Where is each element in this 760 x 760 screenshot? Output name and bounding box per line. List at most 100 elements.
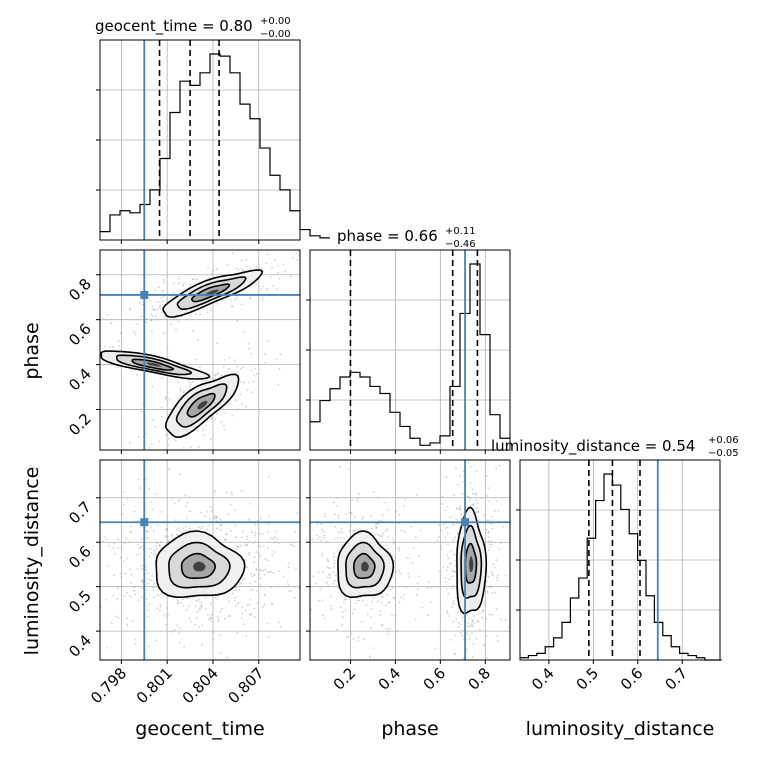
sample-point (161, 377, 163, 379)
sample-point (179, 388, 182, 390)
truth-point (140, 518, 149, 527)
sample-point (436, 539, 439, 542)
sample-point (385, 604, 387, 606)
sample-point (450, 452, 452, 454)
sample-point (277, 621, 280, 624)
sample-point (500, 618, 502, 621)
sample-point (316, 538, 319, 541)
sample-point (496, 640, 499, 643)
sample-point (150, 443, 153, 446)
sample-point (370, 608, 373, 610)
sample-point (326, 558, 329, 560)
sample-point (294, 530, 297, 533)
sample-point (170, 630, 173, 633)
contour-line (131, 358, 175, 371)
sample-point (471, 623, 473, 625)
sample-point (262, 285, 265, 288)
sample-point (133, 586, 136, 589)
sample-point (243, 331, 246, 334)
sample-point (167, 535, 170, 538)
title-geocent-time-sup: +0.00 (260, 16, 291, 27)
sample-point (384, 501, 386, 504)
sample-point (332, 582, 334, 585)
title-phase-sup: +0.11 (445, 226, 476, 237)
histogram-geocent_time (100, 53, 330, 239)
sample-point (228, 367, 231, 370)
sample-point (150, 547, 153, 550)
sample-point (268, 515, 271, 518)
sample-point (377, 595, 380, 597)
sample-point (493, 566, 496, 569)
sample-point (219, 524, 222, 527)
sample-point (214, 596, 217, 598)
sample-point (394, 578, 397, 581)
sample-point (465, 666, 467, 668)
sample-point (334, 526, 337, 528)
sample-point (135, 322, 138, 325)
sample-point (249, 503, 252, 505)
sample-point (253, 561, 256, 564)
sample-point (418, 575, 420, 578)
sample-point (192, 597, 194, 599)
sample-point (475, 506, 478, 509)
sample-point (128, 541, 131, 543)
sample-point (404, 530, 406, 533)
sample-point (485, 474, 488, 477)
sample-point (165, 615, 168, 618)
sample-point (479, 448, 481, 450)
sample-point (148, 456, 150, 458)
sample-point (351, 529, 354, 532)
sample-point (263, 603, 266, 606)
sample-point (106, 314, 109, 316)
sample-point (123, 595, 126, 597)
sample-point (158, 440, 161, 443)
sample-point (185, 517, 188, 520)
sample-point (239, 381, 242, 383)
sample-point (336, 497, 338, 500)
sample-point (400, 529, 403, 532)
sample-point (375, 526, 378, 528)
contour-fill (361, 561, 369, 572)
sample-point (219, 652, 222, 654)
panel-content (310, 448, 510, 670)
sample-point (439, 581, 442, 584)
sample-point (300, 538, 302, 540)
sample-point (459, 507, 462, 510)
sample-point (145, 530, 148, 533)
sample-point (249, 589, 252, 592)
sample-point (148, 487, 151, 490)
sample-point (452, 538, 455, 540)
sample-point (128, 457, 130, 459)
sample-point (123, 491, 125, 493)
sample-point (376, 533, 379, 536)
sample-point (352, 637, 355, 640)
sample-point (270, 537, 272, 540)
sample-point (444, 527, 447, 530)
sample-point (166, 607, 169, 609)
sample-point (246, 389, 249, 391)
sample-point (133, 638, 136, 641)
sample-point (287, 584, 290, 587)
contour-line (100, 350, 211, 380)
sample-point (416, 582, 419, 585)
sample-point (445, 476, 448, 478)
sample-point (336, 537, 339, 540)
sample-point (236, 296, 238, 299)
sample-point (241, 606, 244, 609)
sample-point (257, 267, 260, 270)
contour-fill (469, 556, 474, 572)
sample-point (434, 647, 437, 650)
sample-point (255, 266, 258, 268)
sample-point (357, 639, 360, 642)
sample-point (267, 547, 269, 549)
sample-point (165, 528, 168, 531)
sample-point (152, 582, 155, 585)
sample-point (466, 668, 468, 670)
sample-point (188, 495, 191, 498)
sample-point (184, 525, 187, 528)
contour-line (155, 530, 246, 599)
sample-point (179, 389, 182, 392)
sample-point (459, 508, 462, 511)
sample-point (182, 598, 185, 601)
sample-point (366, 613, 369, 616)
